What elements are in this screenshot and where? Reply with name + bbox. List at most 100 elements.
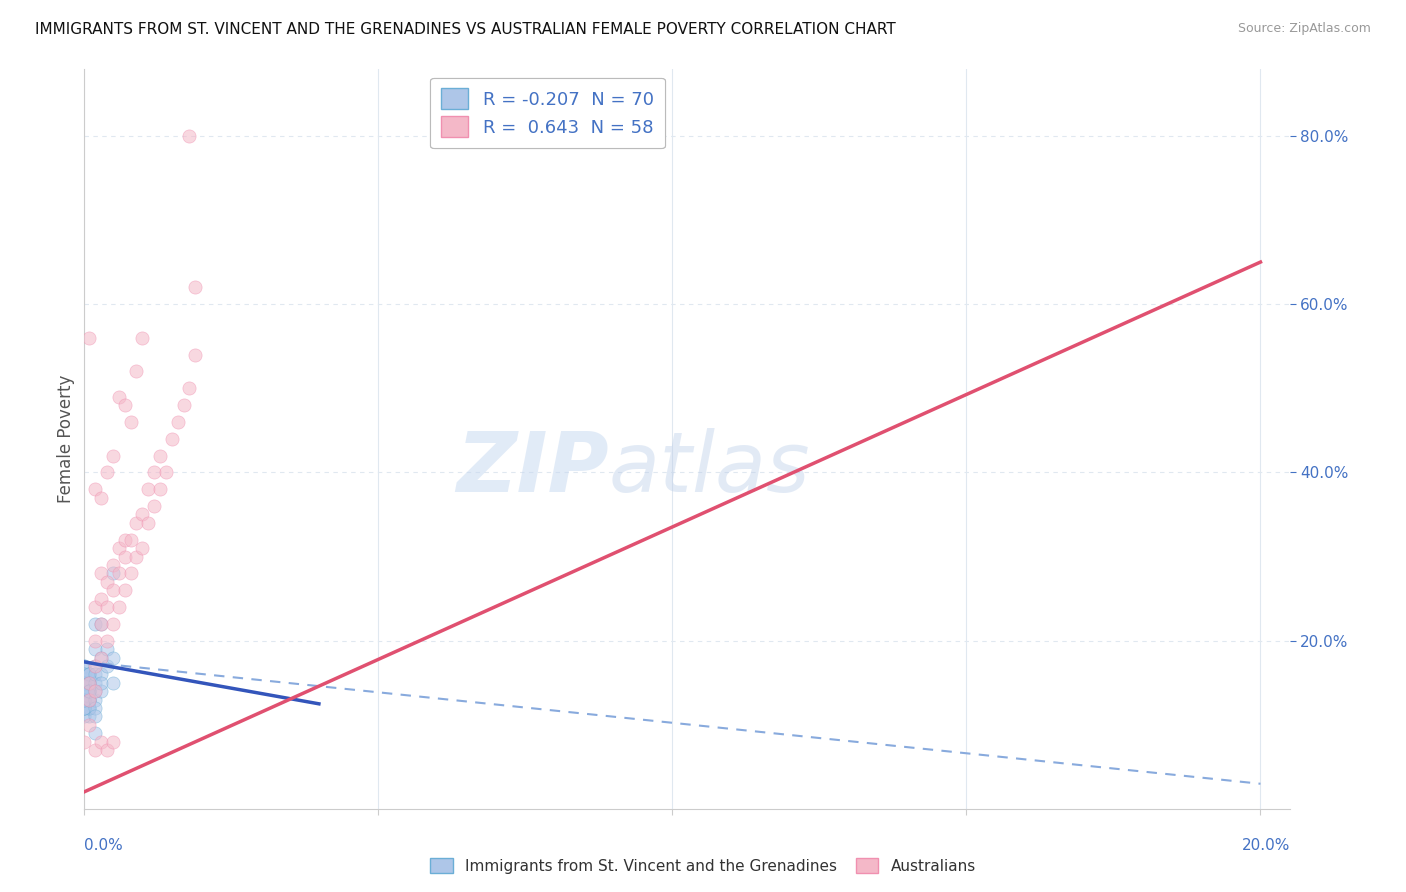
- Point: [79, 667, 101, 681]
- Point: [79, 692, 101, 706]
- Point: [131, 508, 153, 522]
- Point: [96, 633, 118, 648]
- Point: [131, 331, 153, 345]
- Point: [90, 616, 112, 631]
- Point: [79, 684, 101, 698]
- Point: [84, 709, 107, 723]
- Point: [72, 701, 94, 715]
- Point: [79, 684, 101, 698]
- Point: [72, 684, 94, 698]
- Point: [72, 692, 94, 706]
- Point: [79, 692, 101, 706]
- Point: [72, 692, 94, 706]
- Point: [143, 466, 166, 480]
- Point: [79, 709, 101, 723]
- Point: [90, 667, 112, 681]
- Point: [125, 516, 148, 530]
- Text: ZIP: ZIP: [456, 428, 609, 508]
- Point: [84, 616, 107, 631]
- Point: [96, 659, 118, 673]
- Point: [125, 549, 148, 564]
- Text: 0.0%: 0.0%: [83, 838, 122, 853]
- Point: [101, 675, 124, 690]
- Point: [72, 667, 94, 681]
- Point: [79, 701, 101, 715]
- Point: [72, 675, 94, 690]
- Point: [179, 128, 201, 143]
- Point: [79, 684, 101, 698]
- Point: [79, 684, 101, 698]
- Point: [84, 726, 107, 740]
- Point: [79, 684, 101, 698]
- Point: [84, 659, 107, 673]
- Point: [90, 684, 112, 698]
- Point: [84, 701, 107, 715]
- Point: [90, 650, 112, 665]
- Point: [79, 667, 101, 681]
- Point: [96, 600, 118, 615]
- Point: [108, 390, 131, 404]
- Point: [155, 466, 177, 480]
- Point: [84, 684, 107, 698]
- Point: [84, 642, 107, 657]
- Point: [96, 642, 118, 657]
- Point: [79, 692, 101, 706]
- Point: [108, 566, 131, 581]
- Point: [149, 449, 172, 463]
- Text: atlas: atlas: [609, 428, 810, 508]
- Point: [84, 482, 107, 496]
- Point: [96, 466, 118, 480]
- Point: [72, 734, 94, 748]
- Point: [90, 491, 112, 505]
- Point: [101, 734, 124, 748]
- Point: [72, 692, 94, 706]
- Point: [79, 701, 101, 715]
- Point: [79, 684, 101, 698]
- Point: [79, 675, 101, 690]
- Point: [79, 718, 101, 732]
- Point: [79, 675, 101, 690]
- Point: [120, 415, 142, 429]
- Y-axis label: Female Poverty: Female Poverty: [58, 375, 75, 503]
- Legend: Immigrants from St. Vincent and the Grenadines, Australians: Immigrants from St. Vincent and the Gren…: [425, 852, 981, 880]
- Point: [79, 675, 101, 690]
- Point: [101, 583, 124, 598]
- Point: [79, 692, 101, 706]
- Point: [79, 675, 101, 690]
- Point: [84, 600, 107, 615]
- Legend: R = -0.207  N = 70, R =  0.643  N = 58: R = -0.207 N = 70, R = 0.643 N = 58: [430, 78, 665, 148]
- Point: [179, 381, 201, 395]
- Point: [101, 616, 124, 631]
- Point: [79, 701, 101, 715]
- Point: [72, 701, 94, 715]
- Point: [79, 684, 101, 698]
- Point: [143, 499, 166, 513]
- Text: IMMIGRANTS FROM ST. VINCENT AND THE GRENADINES VS AUSTRALIAN FEMALE POVERTY CORR: IMMIGRANTS FROM ST. VINCENT AND THE GREN…: [35, 22, 896, 37]
- Point: [184, 348, 207, 362]
- Point: [96, 743, 118, 757]
- Point: [136, 516, 159, 530]
- Point: [79, 692, 101, 706]
- Point: [149, 482, 172, 496]
- Point: [96, 574, 118, 589]
- Point: [90, 616, 112, 631]
- Point: [72, 667, 94, 681]
- Point: [120, 566, 142, 581]
- Point: [72, 659, 94, 673]
- Point: [173, 398, 195, 412]
- Point: [72, 692, 94, 706]
- Point: [79, 684, 101, 698]
- Point: [114, 549, 136, 564]
- Point: [114, 398, 136, 412]
- Point: [84, 692, 107, 706]
- Point: [79, 667, 101, 681]
- Point: [79, 675, 101, 690]
- Point: [114, 533, 136, 547]
- Point: [79, 675, 101, 690]
- Point: [72, 675, 94, 690]
- Point: [131, 541, 153, 556]
- Point: [79, 675, 101, 690]
- Point: [101, 558, 124, 572]
- Point: [101, 650, 124, 665]
- Point: [79, 692, 101, 706]
